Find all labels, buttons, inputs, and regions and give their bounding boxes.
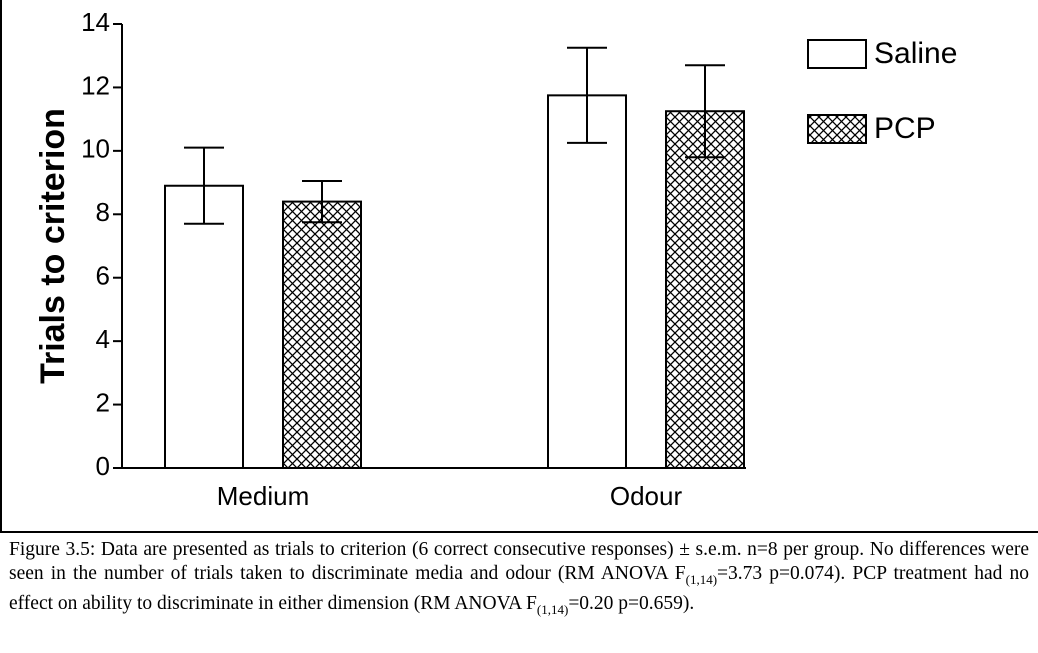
legend-swatch bbox=[807, 39, 867, 69]
error-bar bbox=[567, 46, 607, 144]
error-bar bbox=[685, 64, 725, 159]
caption-text: =0.20 p=0.659). bbox=[568, 592, 695, 614]
y-tick-label: 8 bbox=[96, 197, 110, 227]
caption-text: Figure 3.5: Data are presented as trials… bbox=[9, 539, 1029, 584]
caption-subscript: (1,14) bbox=[685, 571, 718, 587]
legend-swatch bbox=[807, 114, 867, 144]
y-tick-label: 12 bbox=[81, 70, 110, 100]
caption: Figure 3.5: Data are presented as trials… bbox=[9, 538, 1029, 622]
bar bbox=[665, 110, 745, 469]
chart: Trials to criterion 0 2 4 6 8 10 12 14 Medium Odo… bbox=[0, 0, 1038, 533]
legend-label: PCP bbox=[874, 112, 936, 145]
legend-label: Saline bbox=[874, 37, 957, 70]
bar bbox=[164, 184, 244, 469]
error-bar bbox=[302, 179, 342, 224]
x-tick-label: Odour bbox=[610, 481, 683, 511]
y-tick-label: 2 bbox=[96, 387, 110, 417]
bar bbox=[282, 200, 362, 469]
y-tick-label: 6 bbox=[96, 261, 110, 291]
y-tick-label: 14 bbox=[81, 7, 110, 37]
x-tick-label: Medium bbox=[217, 481, 309, 511]
y-axis-label: Trials to criterion bbox=[34, 108, 72, 384]
y-tick-label: 0 bbox=[96, 451, 110, 481]
error-bar bbox=[184, 146, 224, 225]
caption-text: =3.73 p=0.074). PCP treatment had no eff… bbox=[9, 563, 1029, 614]
y-tick-label: 10 bbox=[81, 134, 110, 164]
bar bbox=[547, 94, 627, 469]
caption-subscript: (1,14) bbox=[536, 601, 569, 617]
y-tick-label: 4 bbox=[96, 324, 110, 354]
